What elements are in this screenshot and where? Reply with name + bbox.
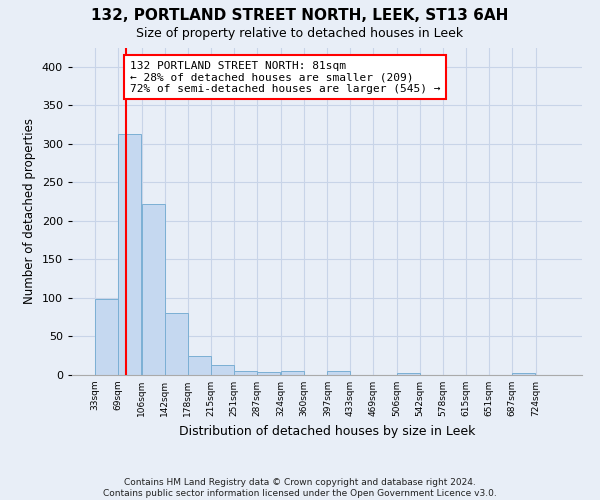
Bar [142,204,164,375]
Text: 132 PORTLAND STREET NORTH: 81sqm
← 28% of detached houses are smaller (209)
72% : 132 PORTLAND STREET NORTH: 81sqm ← 28% o… [130,60,440,94]
Bar [397,372,420,375]
Bar [188,356,211,375]
Bar [512,372,535,375]
Text: Contains HM Land Registry data © Crown copyright and database right 2024.
Contai: Contains HM Land Registry data © Crown c… [103,478,497,498]
Bar [234,371,257,375]
X-axis label: Distribution of detached houses by size in Leek: Distribution of detached houses by size … [179,424,475,438]
Bar [257,372,280,375]
Bar [118,134,141,375]
Bar [328,371,350,375]
Text: Size of property relative to detached houses in Leek: Size of property relative to detached ho… [136,28,464,40]
Y-axis label: Number of detached properties: Number of detached properties [23,118,36,304]
Bar [164,314,188,375]
Bar [281,371,304,375]
Bar [95,300,118,375]
Bar [211,365,234,375]
Text: 132, PORTLAND STREET NORTH, LEEK, ST13 6AH: 132, PORTLAND STREET NORTH, LEEK, ST13 6… [91,8,509,22]
